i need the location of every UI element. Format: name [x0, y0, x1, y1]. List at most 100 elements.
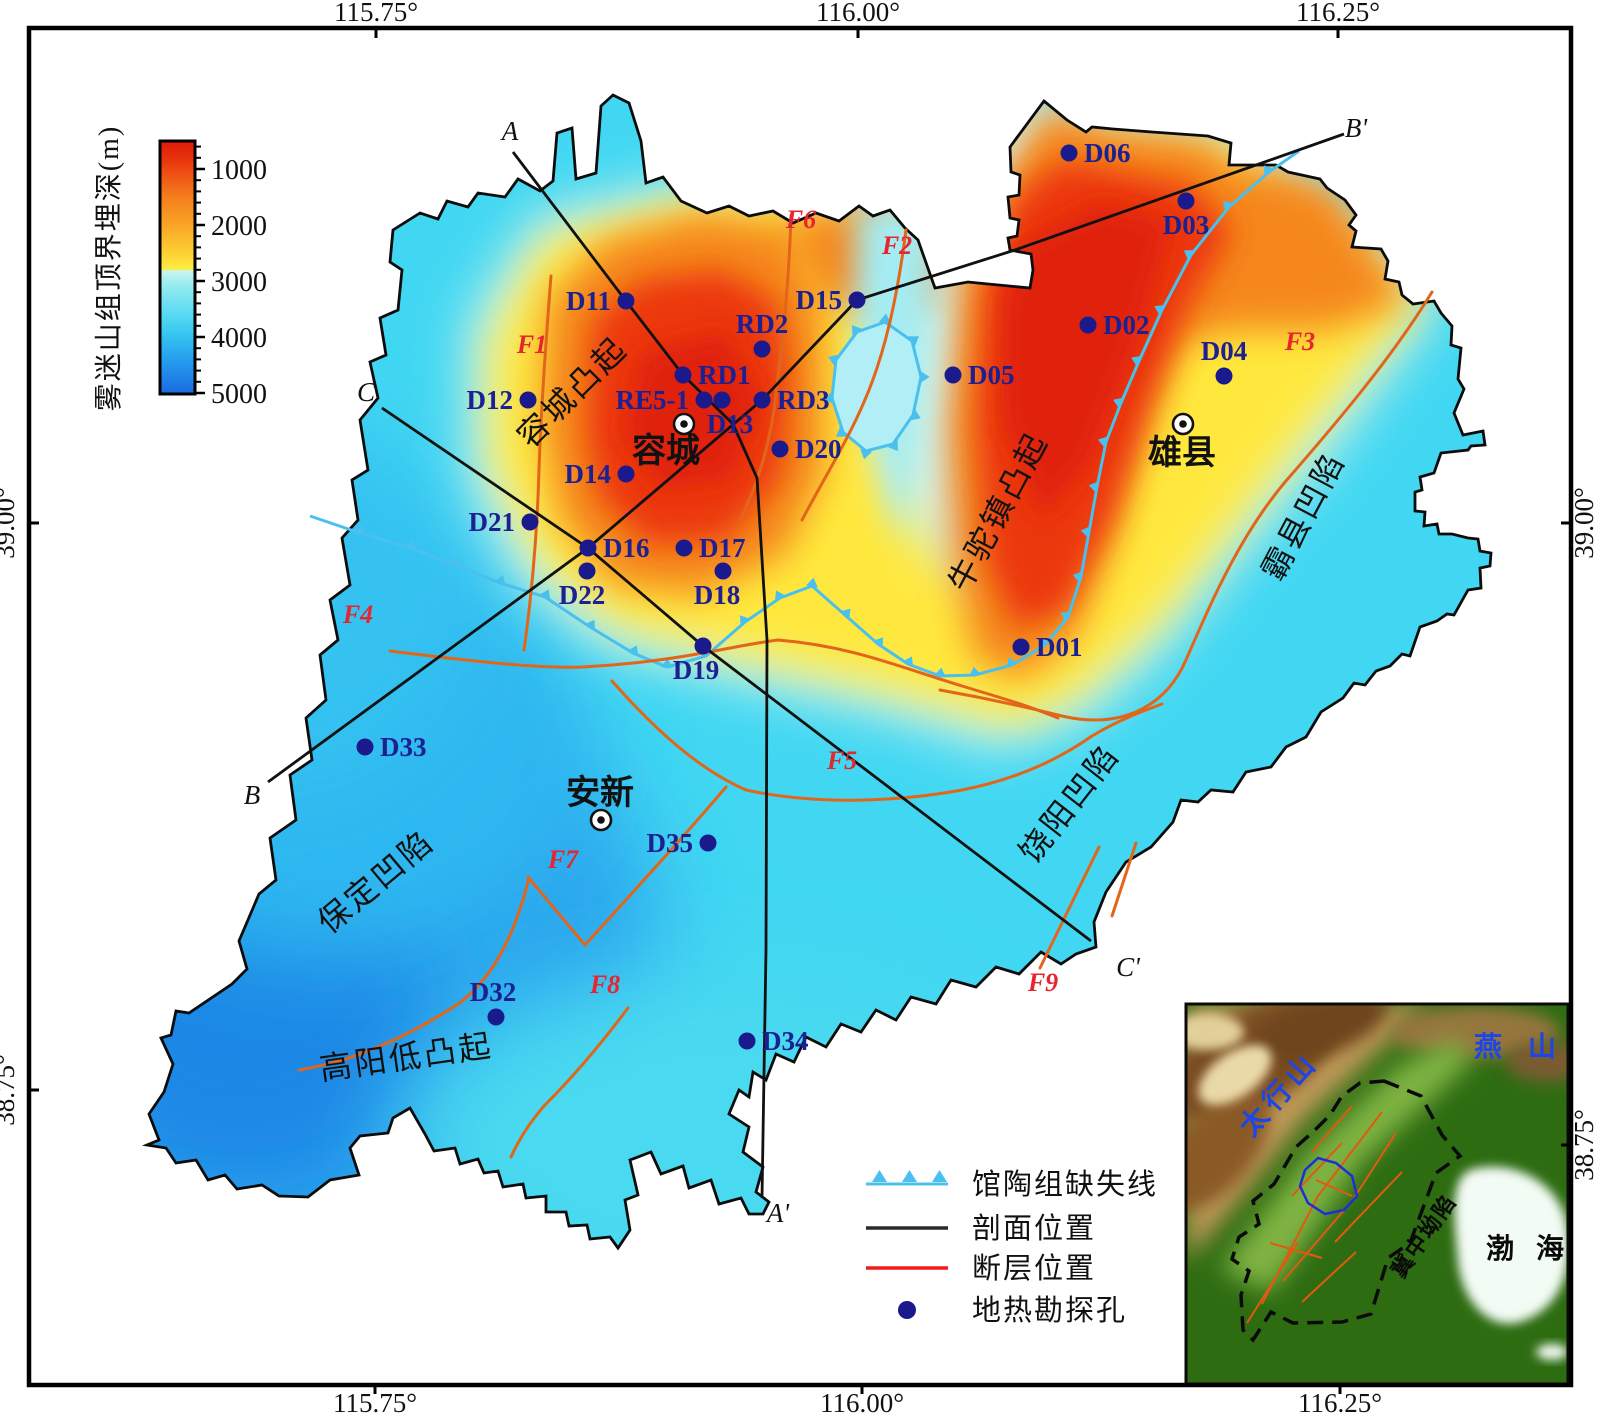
well-RD2-label: RD2: [736, 309, 789, 339]
well-D03-label: D03: [1163, 210, 1210, 240]
well-D19-dot: [694, 637, 712, 655]
well-D11-dot: [617, 292, 635, 310]
inset-bohai-sea: [1454, 1166, 1568, 1324]
map-frame: [26, 25, 1574, 1388]
fault-labels: F1 F2 F3 F4 F5 F6 F7 F8 F9: [342, 205, 1315, 999]
well-D05-label: D05: [968, 360, 1015, 390]
colorbar-tick-label-2000: 2000: [211, 211, 267, 242]
fault-label-F2: F2: [881, 231, 912, 260]
inset-label-渤海: 渤海: [1486, 1233, 1586, 1265]
well-RD2-dot: [753, 340, 771, 358]
well-D35-dot: [699, 834, 717, 852]
section-label-A: A: [500, 116, 519, 146]
legend-gantao-triangle-icon: [932, 1170, 947, 1182]
well-RD1-label: RD1: [698, 360, 751, 390]
colorbar-tick-label-5000: 5000: [211, 379, 267, 410]
well-D21-label: D21: [469, 507, 516, 537]
colorbar-tick-label-1000: 1000: [211, 155, 267, 186]
city-雄县-symbol-dot: [1179, 420, 1187, 428]
section-lines: [267, 132, 1345, 1199]
section-label-B: B: [244, 780, 261, 810]
fault-line-F7-branch: [297, 876, 531, 1072]
well-RE5-1-dot: [695, 391, 713, 409]
well-D22-dot: [578, 562, 596, 580]
well-RD3-dot: [753, 391, 771, 409]
well-D04-dot: [1215, 367, 1233, 385]
well-D35-label: D35: [647, 828, 694, 858]
well-D02-label: D02: [1103, 310, 1150, 340]
well-D19-label: D19: [673, 655, 720, 685]
well-D22-label: D22: [559, 580, 606, 610]
well-D34-dot: [738, 1032, 756, 1050]
well-RE5-1-label: RE5-1: [616, 385, 690, 415]
legend-label-1: 剖面位置: [972, 1212, 1096, 1245]
fault-line-F2: [800, 228, 908, 522]
fault-label-F8: F8: [589, 970, 620, 999]
guantao-missing-line: [309, 149, 1300, 678]
well-D21-dot: [521, 513, 539, 531]
well-D02-dot: [1079, 316, 1097, 334]
fault-label-F3: F3: [1284, 327, 1315, 356]
well-D06-label: D06: [1084, 138, 1131, 168]
well-D32-label: D32: [470, 977, 517, 1007]
well-D33-dot: [356, 738, 374, 756]
legend-gantao-triangle-icon: [902, 1170, 917, 1182]
well-D13-label: D13: [707, 409, 754, 439]
section-label-A': A': [765, 1198, 790, 1228]
axis-label-bottom-0: 115.75°: [333, 1388, 417, 1416]
axis-label-top-0: 115.75°: [334, 0, 418, 27]
axis-label-left-0: 39.00°: [0, 487, 20, 559]
city-安新-label: 安新: [566, 774, 634, 812]
axis-label-bottom-2: 116.25°: [1298, 1388, 1382, 1416]
inset-study-area-outline: [1298, 1156, 1359, 1216]
axis-label-left-1: 38.75°: [0, 1054, 20, 1126]
well-D13-dot: [713, 391, 731, 409]
well-D34-label: D34: [762, 1026, 809, 1056]
well-RD1-dot: [674, 366, 692, 384]
legend-label-0: 馆陶组缺失线: [972, 1168, 1158, 1201]
well-D15-label: D15: [796, 285, 843, 315]
well-D14-dot: [617, 465, 635, 483]
fault-line-F9: [1038, 845, 1101, 970]
inset-jizhong-depression-outline: [1229, 1079, 1463, 1343]
well-D32-dot: [487, 1008, 505, 1026]
axis-label-top-1: 116.00°: [816, 0, 900, 27]
section-line-B: [267, 132, 1345, 784]
inset-label-燕山: 燕山: [1474, 1031, 1582, 1063]
well-D12-label: D12: [467, 385, 514, 415]
section-line-A: [511, 151, 769, 1199]
colorbar-tick-label-4000: 4000: [211, 323, 267, 354]
well-D15-dot: [848, 291, 866, 309]
guantao-missing-loop: [832, 322, 921, 451]
boreholes: D01 D02 D03 D04 D05 D06 D11 D12 D13 D14 D15 D16 D17 D…: [356, 138, 1248, 1056]
colorbar-gradient: [158, 139, 197, 396]
axis-label-top-2: 116.25°: [1296, 0, 1380, 27]
legend-gantao-triangle-icon: [872, 1170, 887, 1182]
well-D18-dot: [714, 562, 732, 580]
city-容城-label: 容城: [632, 432, 700, 470]
section-label-C': C': [1116, 952, 1141, 982]
well-D04-label: D04: [1201, 336, 1248, 366]
axis-label-right-1: 38.75°: [1569, 1109, 1599, 1181]
axis-label-right-0: 39.00°: [1569, 487, 1599, 559]
well-D01-label: D01: [1036, 632, 1083, 662]
fault-line-F7: [526, 785, 728, 948]
well-RD3-label: RD3: [777, 385, 830, 415]
fault-label-F5: F5: [826, 746, 857, 775]
fault-line-F1: [522, 274, 553, 652]
well-D20-label: D20: [795, 434, 842, 464]
well-D06-dot: [1060, 144, 1078, 162]
fault-line-F5: [610, 679, 1164, 802]
well-D11-label: D11: [566, 286, 611, 316]
legend-borehole-dot-icon: [898, 1301, 916, 1319]
well-D17-label: D17: [699, 533, 746, 563]
well-D16-label: D16: [603, 533, 650, 563]
fault-line-F8: [509, 1006, 630, 1159]
colorbar-tick-label-3000: 3000: [211, 267, 267, 298]
inset-fault-lines: [1246, 1105, 1403, 1324]
